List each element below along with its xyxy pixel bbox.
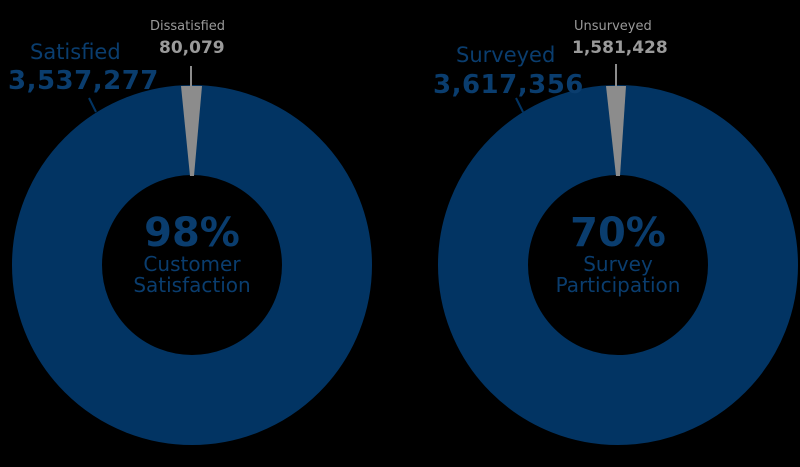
surveyed-label: Surveyed bbox=[456, 43, 556, 67]
unsurveyed-label: Unsurveyed bbox=[574, 19, 652, 34]
satisfaction-percent: 98% bbox=[144, 210, 240, 256]
surveyed-value: 3,617,356 bbox=[433, 70, 584, 100]
dissatisfied-label: Dissatisfied bbox=[150, 19, 226, 34]
surveyed-leader-line bbox=[515, 97, 524, 113]
satisfied-value: 3,537,277 bbox=[8, 66, 159, 96]
satisfied-leader-line bbox=[88, 97, 97, 113]
dissatisfied-value: 80,079 bbox=[159, 38, 225, 58]
satisfaction-caption-line2: Satisfaction bbox=[133, 273, 251, 297]
unsurveyed-slice bbox=[606, 86, 626, 176]
unsurveyed-value: 1,581,428 bbox=[572, 38, 668, 58]
satisfaction-donut bbox=[12, 66, 372, 445]
satisfaction-caption-line1: Customer bbox=[143, 252, 241, 276]
survey-participation-chart: Surveyed 3,617,356 Unsurveyed 1,581,428 … bbox=[426, 0, 800, 467]
satisfaction-center-text: 98% Customer Satisfaction bbox=[102, 212, 282, 296]
participation-caption-line1: Survey bbox=[583, 252, 653, 276]
customer-satisfaction-chart: Satisfied 3,537,277 Dissatisfied 80,079 … bbox=[8, 19, 372, 445]
participation-caption-line2: Participation bbox=[555, 273, 681, 297]
participation-donut bbox=[438, 64, 798, 445]
participation-center-text: 70% Survey Participation bbox=[528, 212, 708, 296]
satisfied-label: Satisfied bbox=[30, 40, 121, 64]
participation-percent: 70% bbox=[570, 210, 666, 256]
dissatisfied-slice bbox=[181, 86, 202, 176]
